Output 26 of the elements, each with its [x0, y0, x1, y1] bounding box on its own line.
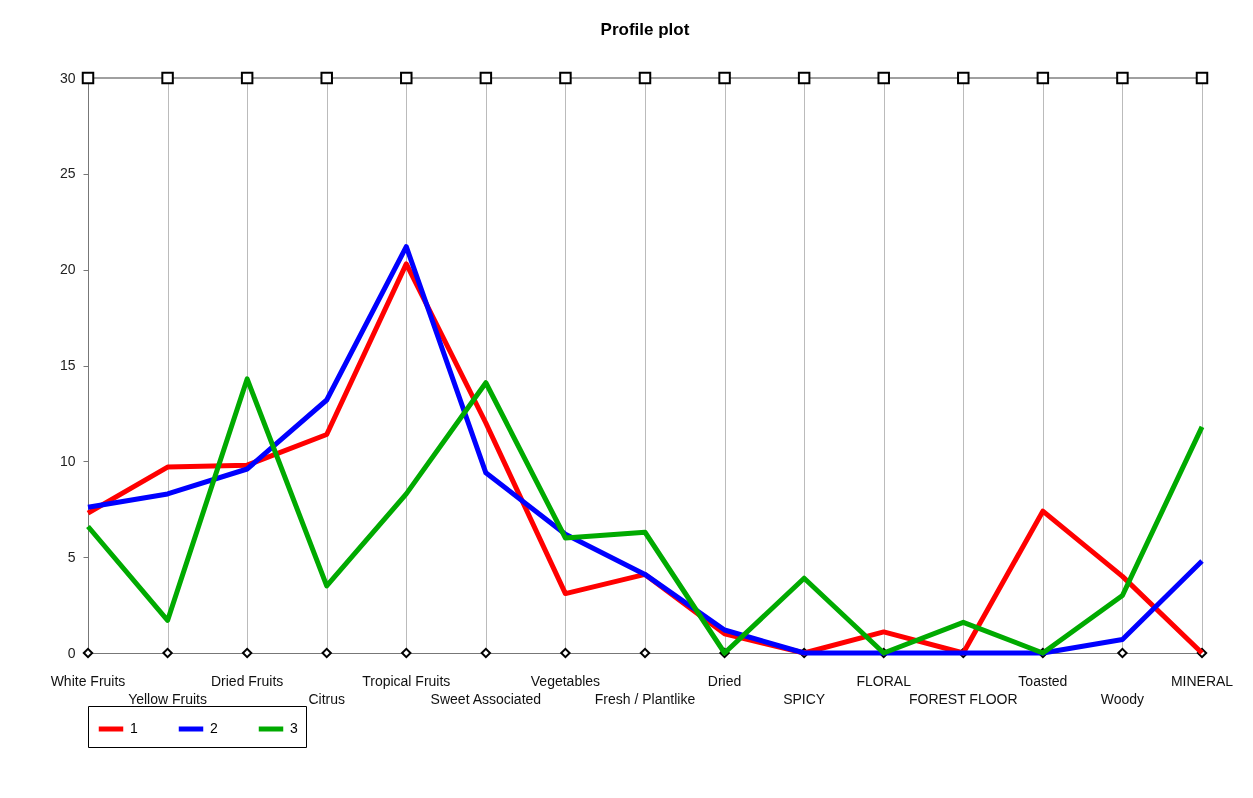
legend-label: 1: [130, 720, 138, 736]
y-tick-label: 25: [59, 165, 76, 182]
x-tick-label: MINERAL: [1170, 673, 1234, 689]
x-tick-label: Dried Fruits: [210, 673, 284, 689]
legend-label: 3: [290, 720, 298, 736]
y-tick-label: 15: [59, 357, 76, 373]
x-tick-label: Woody: [1100, 691, 1145, 707]
y-tick-label: 5: [67, 548, 76, 565]
chart-title: Profile plot: [600, 19, 690, 39]
y-tick-label: 20: [59, 261, 76, 278]
x-tick-label: Tropical Fruits: [362, 673, 451, 689]
x-tick-label: Vegetables: [530, 673, 601, 689]
x-tick-label: Fresh / Plantlike: [594, 691, 696, 707]
y-tick-label: 30: [59, 69, 76, 86]
y-tick-label: 10: [59, 452, 76, 469]
x-tick-label: Yellow Fruits: [128, 691, 207, 707]
x-tick-label: Sweet Associated: [430, 691, 542, 707]
x-tick-label: White Fruits: [50, 673, 126, 689]
y-tick-label: 0: [67, 644, 76, 661]
legend-label: 2: [210, 720, 218, 736]
x-tick-label: Dried: [707, 673, 742, 689]
x-tick-label: Citrus: [308, 691, 345, 707]
x-tick-label: Toasted: [1018, 673, 1068, 689]
x-tick-label: FLORAL: [856, 673, 912, 689]
x-tick-label: SPICY: [783, 691, 826, 707]
x-tick-label: FOREST FLOOR: [908, 691, 1018, 707]
